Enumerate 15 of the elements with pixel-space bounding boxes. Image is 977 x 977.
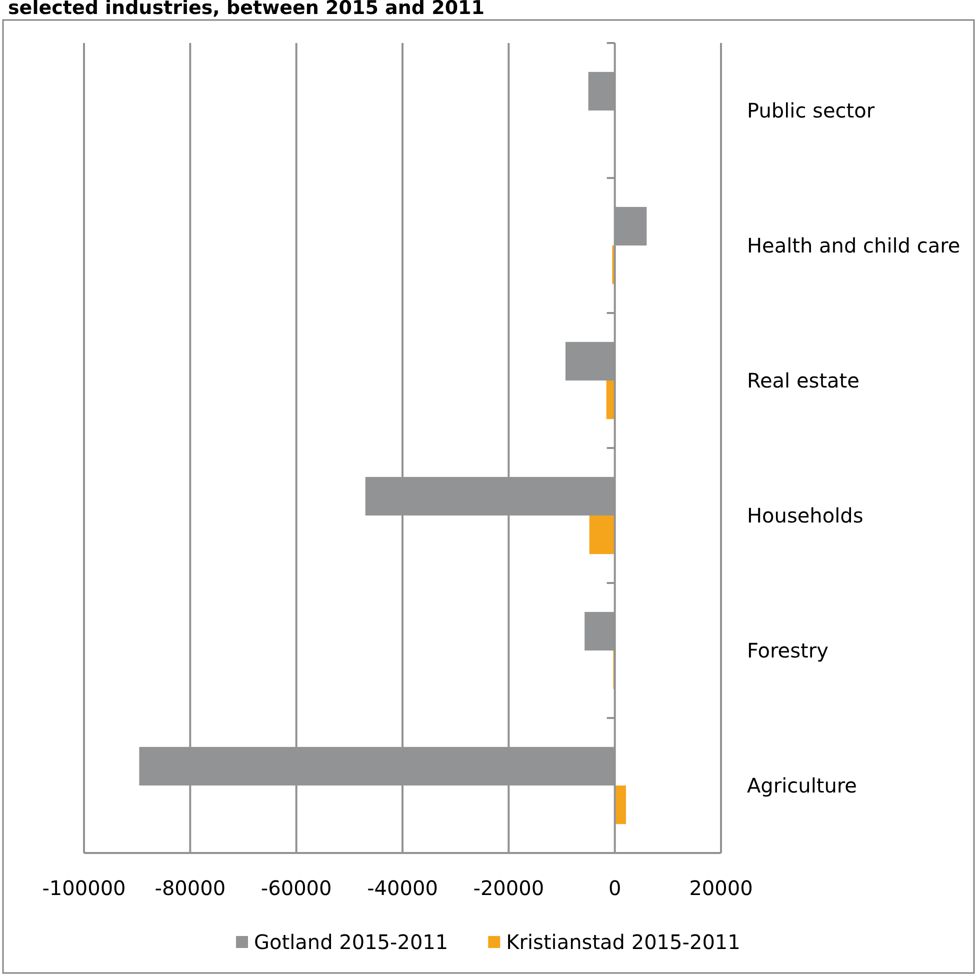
x-tick-label: -80000: [154, 876, 226, 900]
y-tick-label: Forestry: [747, 638, 829, 662]
legend-label: Gotland 2015-2011: [254, 930, 448, 954]
x-tick-label: 0: [608, 876, 622, 900]
y-tick-label: Households: [747, 504, 864, 528]
y-tick-label: Real estate: [747, 368, 860, 392]
x-tick-label: -40000: [367, 876, 438, 900]
y-tick-label: Agriculture: [747, 774, 857, 798]
x-tick-label: -20000: [473, 876, 544, 900]
x-tick-label: -60000: [260, 876, 332, 900]
y-tick-label: Health and child care: [747, 234, 960, 258]
y-tick-label: Public sector: [747, 98, 876, 122]
x-tick-label: 20000: [689, 876, 753, 900]
legend-label: Kristianstad 2015-2011: [506, 930, 740, 954]
x-tick-label: -100000: [42, 876, 126, 900]
